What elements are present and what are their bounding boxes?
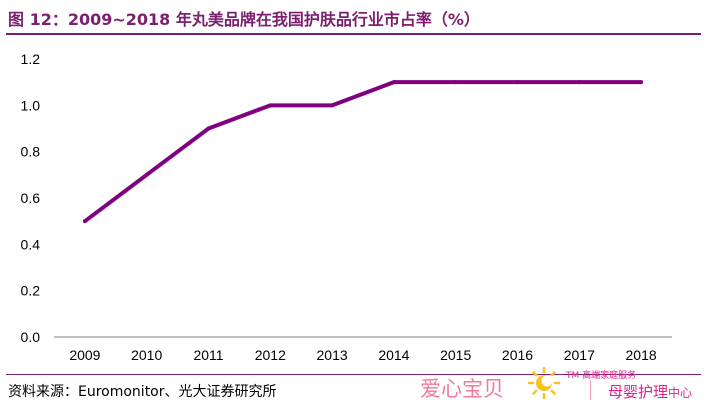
x-tick-label: 2018 bbox=[626, 347, 657, 363]
series-line bbox=[83, 80, 642, 223]
x-tick-label: 2011 bbox=[193, 347, 223, 363]
x-tick-label: 2013 bbox=[317, 347, 348, 363]
source-note: 资料来源：Euromonitor、光大证券研究所 bbox=[8, 384, 277, 400]
x-tick-label: 2017 bbox=[564, 347, 595, 363]
chart-title: 图 12：2009~2018 年丸美品牌在我国护肤品行业市占率（%） bbox=[8, 10, 480, 29]
data-points bbox=[82, 80, 644, 224]
data-point bbox=[453, 80, 458, 85]
y-axis-ticks: 0.0 0.2 0.4 0.6 0.8 1.0 1.2 bbox=[21, 51, 41, 345]
data-point bbox=[391, 80, 396, 85]
y-tick-label: 1.2 bbox=[21, 51, 41, 67]
data-point bbox=[144, 172, 149, 177]
x-tick-label: 2015 bbox=[440, 347, 471, 363]
y-tick-label: 1.0 bbox=[21, 97, 41, 113]
data-point bbox=[82, 219, 87, 224]
data-point bbox=[515, 80, 520, 85]
watermark-separator bbox=[590, 380, 591, 400]
data-point bbox=[206, 126, 211, 131]
y-tick-label: 0.0 bbox=[21, 329, 41, 345]
sun-logo-icon bbox=[528, 367, 560, 399]
watermark-brand: 爱心宝贝 bbox=[420, 377, 504, 401]
title-divider bbox=[6, 33, 701, 35]
x-tick-label: 2010 bbox=[131, 347, 162, 363]
x-tick-label: 2012 bbox=[255, 347, 286, 363]
y-tick-label: 0.2 bbox=[21, 283, 41, 299]
watermark-service: 母婴护理中心 bbox=[608, 381, 692, 402]
y-tick-label: 0.8 bbox=[21, 144, 41, 160]
watermark-service-main: 母婴护理 bbox=[608, 383, 669, 401]
x-tick-label: 2009 bbox=[69, 347, 100, 363]
data-point bbox=[577, 80, 582, 85]
x-axis-ticks: 2009 2010 2011 2012 2013 2014 2015 2016 2017 2018 bbox=[69, 347, 657, 363]
x-tick-label: 2014 bbox=[378, 347, 409, 363]
y-tick-label: 0.6 bbox=[21, 190, 41, 206]
y-tick-label: 0.4 bbox=[21, 236, 41, 252]
x-tick-label: 2016 bbox=[502, 347, 533, 363]
data-point bbox=[639, 80, 644, 85]
data-point bbox=[330, 103, 335, 108]
footer-divider bbox=[6, 374, 701, 375]
watermark-service-small: 中心 bbox=[668, 386, 693, 400]
line-chart: 0.00.20.40.60.81.01.2 2009 2010 2011 2012 20… bbox=[21, 51, 672, 363]
data-point bbox=[268, 103, 273, 108]
watermark-tagline: TM 高端家庭服务 bbox=[566, 371, 637, 381]
